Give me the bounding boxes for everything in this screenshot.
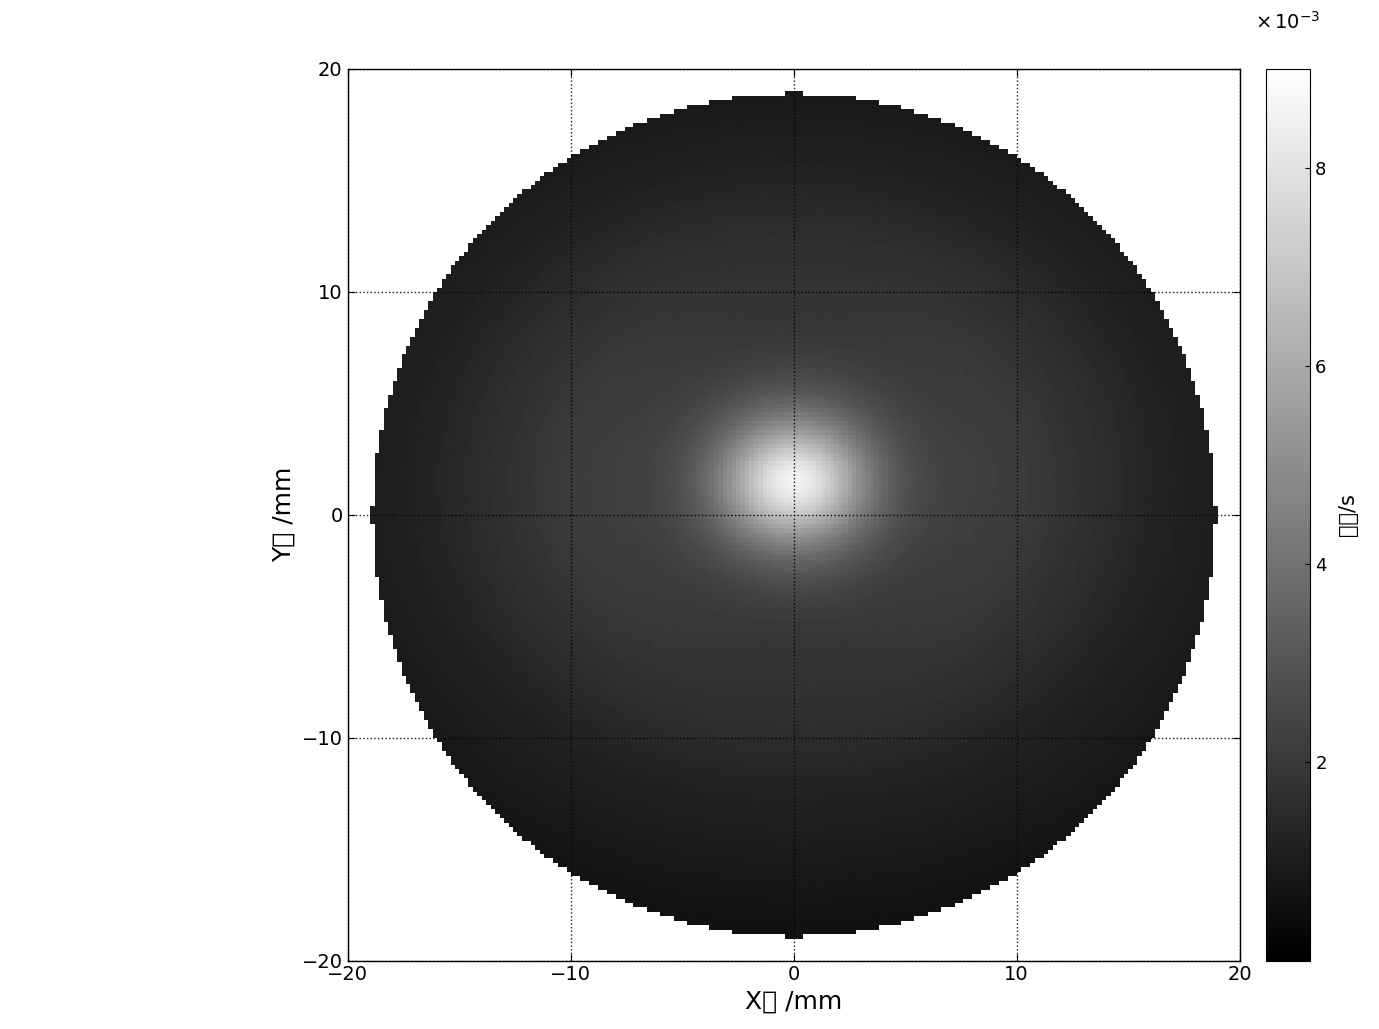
X-axis label: X向 /mm: X向 /mm [745, 990, 843, 1014]
Y-axis label: Y向 /mm: Y向 /mm [272, 467, 296, 562]
Text: $\times\,10^{-3}$: $\times\,10^{-3}$ [1255, 11, 1321, 33]
Y-axis label: 波长/s: 波长/s [1338, 493, 1358, 536]
